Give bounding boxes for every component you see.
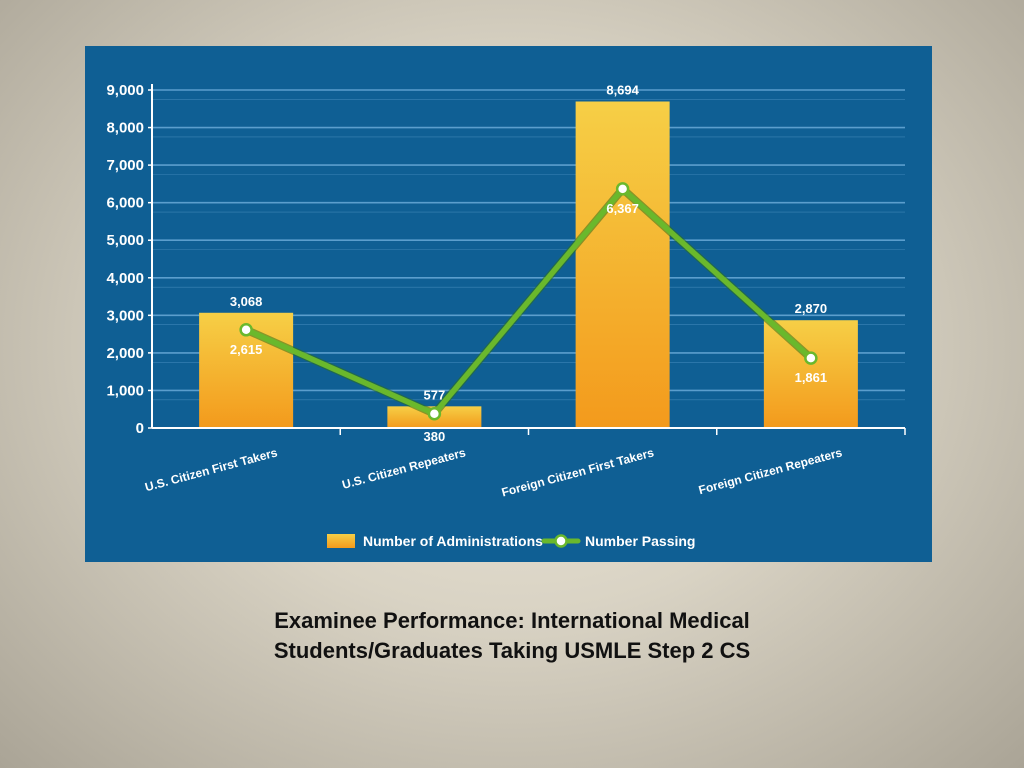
line-point bbox=[804, 351, 818, 365]
y-tick-label: 6,000 bbox=[106, 195, 144, 212]
chart-svg: 0 1,000 2,000 3,000 4,000 5,000 6,000 7,000 8,00… bbox=[106, 82, 906, 549]
legend-marker-passing bbox=[554, 534, 568, 548]
bar-value-label: 577 bbox=[424, 387, 446, 402]
y-tick-label: 4,000 bbox=[106, 270, 144, 287]
category-label: Foreign Citizen First Takers bbox=[500, 445, 656, 499]
chart-panel: 0 1,000 2,000 3,000 4,000 5,000 6,000 7,000 8,00… bbox=[85, 46, 932, 562]
caption-line-1: Examinee Performance: International Medi… bbox=[274, 608, 750, 633]
line-point bbox=[427, 406, 442, 421]
bar-value-label: 2,870 bbox=[795, 301, 828, 316]
caption-line-2: Students/Graduates Taking USMLE Step 2 C… bbox=[273, 638, 751, 663]
bar-value-label: 8,694 bbox=[606, 82, 639, 97]
slide-caption: Examinee Performance: International Medi… bbox=[112, 606, 912, 666]
line-value-label: 1,861 bbox=[795, 370, 828, 385]
line-point bbox=[239, 323, 253, 337]
y-tick-label: 0 bbox=[136, 420, 144, 437]
y-tick-label: 2,000 bbox=[106, 345, 144, 362]
legend: Number of Administrations Number Passing bbox=[327, 533, 695, 549]
category-labels: U.S. Citizen First Takers U.S. Citizen Re… bbox=[143, 445, 844, 499]
line-point bbox=[615, 182, 630, 196]
axes bbox=[151, 84, 906, 435]
category-label: Foreign Citizen Repeaters bbox=[697, 445, 844, 497]
category-label: U.S. Citizen Repeaters bbox=[340, 445, 467, 492]
y-tick-label: 9,000 bbox=[106, 82, 144, 99]
line-value-label: 6,367 bbox=[606, 201, 639, 216]
legend-swatch-administrations bbox=[327, 534, 355, 548]
legend-label-administrations: Number of Administrations bbox=[363, 533, 543, 549]
series-line bbox=[245, 186, 813, 417]
y-tick-label: 8,000 bbox=[106, 120, 144, 137]
data-labels: 3,068 577 8,694 2,870 2,615 380 6,367 1,861 bbox=[230, 82, 827, 444]
y-tick-label: 5,000 bbox=[106, 232, 144, 249]
passing-line bbox=[239, 182, 818, 421]
line-value-label: 2,615 bbox=[230, 342, 263, 357]
line-value-label: 380 bbox=[424, 429, 446, 444]
bar bbox=[575, 101, 670, 428]
legend-label-passing: Number Passing bbox=[585, 533, 695, 549]
bar bbox=[763, 320, 858, 428]
bars bbox=[199, 101, 858, 428]
y-axis-ticks: 0 1,000 2,000 3,000 4,000 5,000 6,000 7,000 8,00… bbox=[106, 82, 152, 437]
y-tick-label: 1,000 bbox=[106, 382, 144, 399]
bar-value-label: 3,068 bbox=[230, 294, 263, 309]
y-tick-label: 3,000 bbox=[106, 307, 144, 324]
category-label: U.S. Citizen First Takers bbox=[143, 445, 279, 494]
y-tick-label: 7,000 bbox=[106, 157, 144, 174]
